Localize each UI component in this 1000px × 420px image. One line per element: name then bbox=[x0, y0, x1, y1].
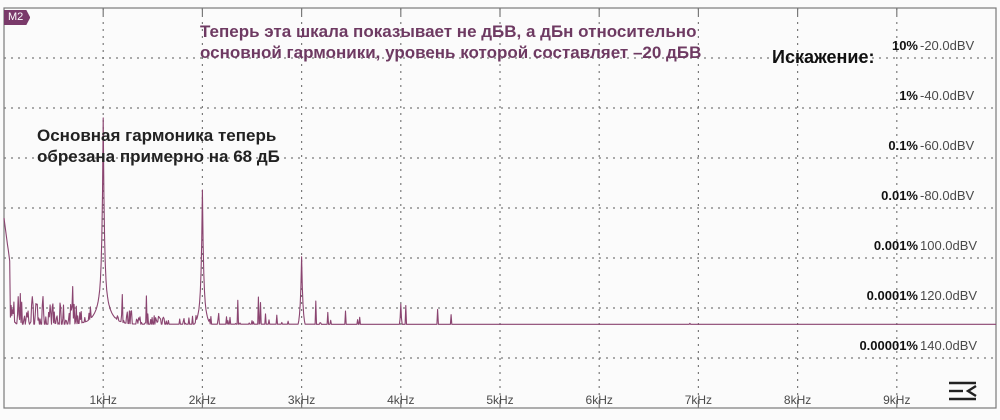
spectrum-trace bbox=[3, 117, 996, 325]
dbv-tick-label-6: 120.0dBV bbox=[920, 288, 977, 303]
distortion-label: Искажение: bbox=[772, 47, 875, 67]
pct-tick-label-1: 10% bbox=[892, 38, 918, 53]
x-tick-label-9: 9kHz bbox=[883, 393, 910, 407]
collapse-menu-icon[interactable] bbox=[948, 380, 978, 402]
x-tick-label-2: 2kHz bbox=[189, 393, 216, 407]
x-tick-label-3: 3kHz bbox=[288, 393, 315, 407]
x-tick-label-1: 1kHz bbox=[90, 393, 117, 407]
scale-annotation-line2: основной гармоники, уровень которой сост… bbox=[200, 43, 702, 62]
dbv-tick-label-2: -40.0dBV bbox=[920, 88, 975, 103]
pct-tick-label-4: 0.01% bbox=[881, 188, 918, 203]
pct-tick-label-5: 0.001% bbox=[874, 238, 919, 253]
marker-tag-m2[interactable]: M2 bbox=[4, 10, 31, 25]
dbv-tick-label-4: -80.0dBV bbox=[920, 188, 975, 203]
x-tick-label-7: 7kHz bbox=[685, 393, 712, 407]
fundamental-annotation-line1: Основная гармоника теперь bbox=[37, 126, 277, 145]
pct-tick-label-7: 0.00001% bbox=[859, 338, 918, 353]
x-tick-label-4: 4kHz bbox=[387, 393, 414, 407]
pct-tick-label-6: 0.0001% bbox=[867, 288, 919, 303]
pct-tick-label-2: 1% bbox=[899, 88, 918, 103]
pct-tick-label-3: 0.1% bbox=[888, 138, 918, 153]
x-tick-label-6: 6kHz bbox=[586, 393, 613, 407]
dbv-tick-label-1: -20.0dBV bbox=[920, 38, 975, 53]
y-axis-labels: 10% -20.0dBV 1% -40.0dBV 0.1% -60.0dBV 0.01% -8… bbox=[859, 38, 977, 353]
scale-annotation-line1: Теперь эта шкала показывает не дБВ, а дБ… bbox=[200, 22, 697, 41]
spectrum-trace-layer bbox=[3, 117, 996, 325]
x-tick-label-5: 5kHz bbox=[486, 393, 513, 407]
dbv-tick-label-5: 100.0dBV bbox=[920, 238, 977, 253]
fundamental-annotation: Основная гармоника теперь обрезана приме… bbox=[37, 125, 280, 167]
graticule bbox=[3, 7, 997, 409]
x-tick-label-8: 8kHz bbox=[784, 393, 811, 407]
fundamental-annotation-line2: обрезана примерно на 68 дБ bbox=[37, 147, 280, 166]
scale-annotation: Теперь эта шкала показывает не дБВ, а дБ… bbox=[200, 21, 701, 63]
dbv-tick-label-3: -60.0dBV bbox=[920, 138, 975, 153]
x-axis-labels: 1kHz 2kHz 3kHz 4kHz 5kHz 6kHz 7kHz 8kHz 9kHz bbox=[90, 393, 911, 407]
dbv-tick-label-7: 140.0dBV bbox=[920, 338, 977, 353]
